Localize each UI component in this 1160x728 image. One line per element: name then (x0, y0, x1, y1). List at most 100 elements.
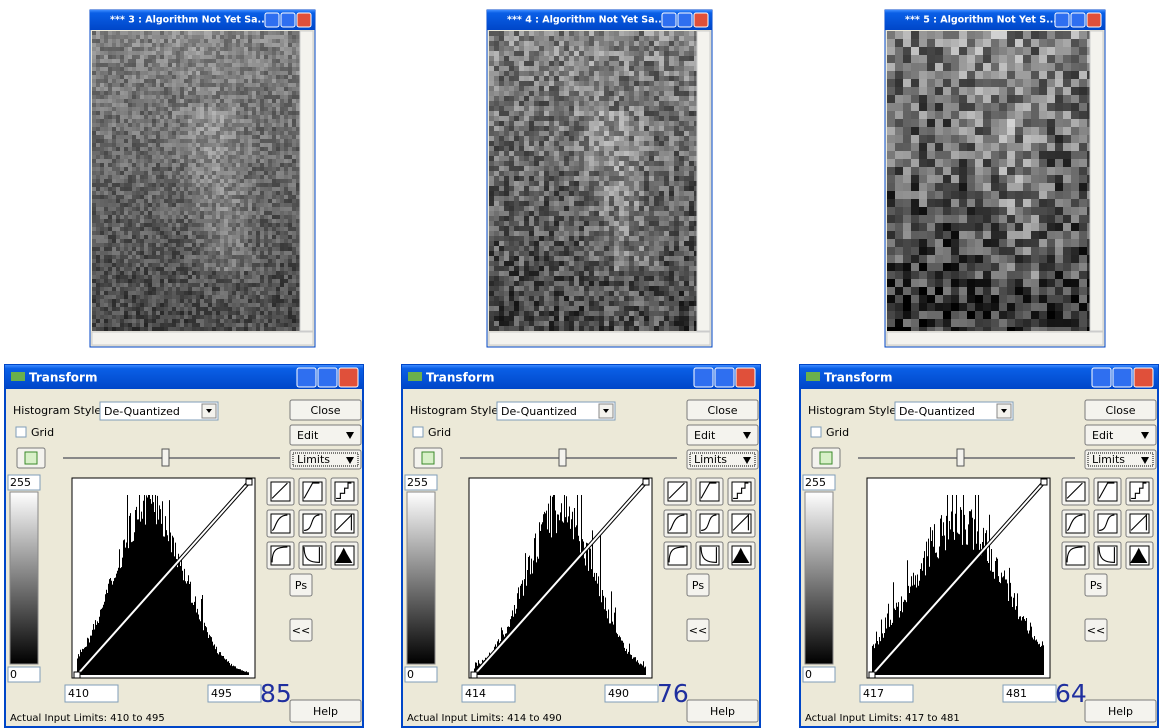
pixel (100, 135, 104, 139)
pixel (544, 51, 549, 56)
pixel (544, 146, 549, 151)
pixel (232, 267, 236, 271)
pixel (104, 103, 108, 107)
pixel (659, 81, 664, 86)
pixel (664, 146, 669, 151)
pixel (504, 56, 509, 61)
close-button[interactable] (297, 13, 311, 27)
pixel (499, 126, 504, 131)
slider-thumb[interactable] (162, 449, 169, 466)
pixel (292, 283, 296, 287)
pixel (196, 151, 200, 155)
pixel (276, 91, 280, 95)
pixel (248, 51, 252, 55)
pixel (224, 143, 228, 147)
pixel (96, 239, 100, 243)
pixel (634, 61, 639, 66)
pixel (204, 295, 208, 299)
pixel (252, 139, 256, 143)
pixel (224, 319, 228, 323)
maximize-button[interactable] (318, 368, 337, 387)
pixel (148, 87, 152, 91)
pixel (100, 79, 104, 83)
pixel (544, 131, 549, 136)
minimize-button[interactable] (297, 368, 316, 387)
pixel (280, 35, 284, 39)
pixel (268, 323, 272, 327)
pixel (276, 103, 280, 107)
pixel (228, 75, 232, 79)
pixel (96, 327, 100, 331)
pixel (619, 31, 624, 36)
pixel (276, 147, 280, 151)
pixel (220, 259, 224, 263)
pixel (140, 83, 144, 87)
pixel (184, 303, 188, 307)
pixel (674, 76, 679, 81)
pixel (132, 235, 136, 239)
pixel (212, 315, 216, 319)
pixel (499, 66, 504, 71)
pixel (224, 219, 228, 223)
pixel (108, 163, 112, 167)
pixel (629, 76, 634, 81)
pixel (120, 263, 124, 267)
pixel (116, 267, 120, 271)
pixel (104, 47, 108, 51)
minimize-button[interactable] (662, 13, 676, 27)
pixel (244, 279, 248, 283)
pixel (288, 219, 292, 223)
pixel (104, 151, 108, 155)
pixel (228, 83, 232, 87)
pixel (216, 155, 220, 159)
pixel (659, 106, 664, 111)
pixel (564, 46, 569, 51)
pixel (252, 91, 256, 95)
curve-handle[interactable] (74, 672, 80, 678)
pixel (509, 136, 514, 141)
pixel (152, 199, 156, 203)
pixel (288, 43, 292, 47)
pixel (224, 251, 228, 255)
pixel (212, 147, 216, 151)
pixel (104, 39, 108, 43)
pixel (634, 121, 639, 126)
pixel (296, 107, 300, 111)
pixel (232, 107, 236, 111)
curve-handle[interactable] (246, 479, 252, 485)
pixel (579, 71, 584, 76)
pixel (276, 211, 280, 215)
pixel (240, 235, 244, 239)
pixel (152, 163, 156, 167)
pixel (228, 35, 232, 39)
maximize-button[interactable] (678, 13, 692, 27)
pixel (564, 31, 569, 36)
minimize-button[interactable] (265, 13, 279, 27)
pixel (639, 131, 644, 136)
close-button[interactable] (694, 13, 708, 27)
pixel (124, 115, 128, 119)
pixel (549, 41, 554, 46)
vertical-scrollbar (300, 31, 313, 331)
pixel (284, 175, 288, 179)
pixel (256, 79, 260, 83)
pixel (549, 71, 554, 76)
close-button[interactable] (339, 368, 358, 387)
pixel (216, 267, 220, 271)
maximize-button[interactable] (281, 13, 295, 27)
pixel (260, 39, 264, 43)
pixel (216, 159, 220, 163)
pixel (594, 116, 599, 121)
pixel (268, 87, 272, 91)
pixel (184, 163, 188, 167)
pixel (574, 51, 579, 56)
pixel (589, 56, 594, 61)
pixel (200, 179, 204, 183)
pixel (100, 203, 104, 207)
pixel (196, 107, 200, 111)
pixel (284, 83, 288, 87)
pixel (184, 35, 188, 39)
pixel (104, 83, 108, 87)
pixel (148, 323, 152, 327)
grid-checkbox[interactable] (16, 427, 26, 437)
